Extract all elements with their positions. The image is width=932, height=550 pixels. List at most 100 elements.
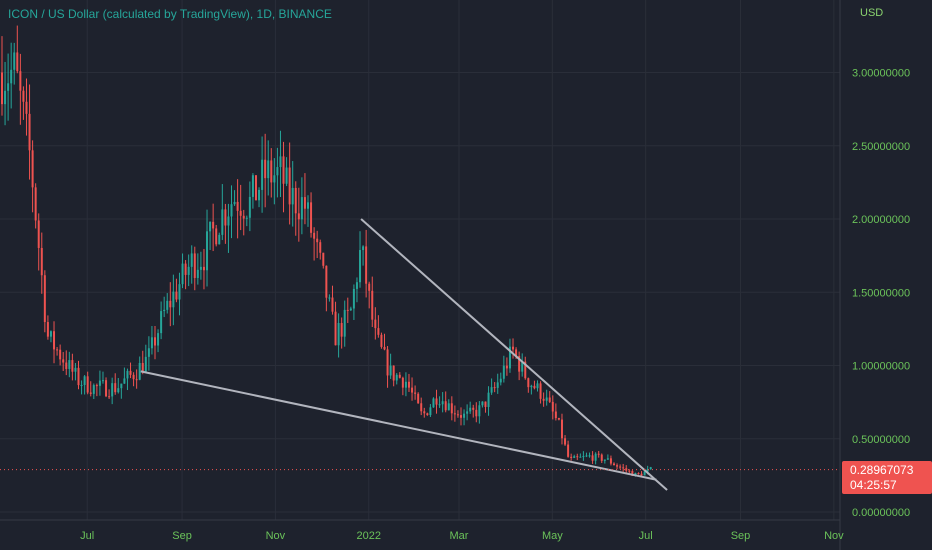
candle-body: [154, 337, 156, 346]
candle-body: [175, 291, 178, 300]
candle-body: [557, 418, 560, 420]
candle-body: [294, 187, 297, 214]
candle-body: [135, 379, 138, 381]
candle-body: [414, 392, 417, 394]
candle-body: [221, 209, 224, 235]
candle-body: [147, 348, 150, 357]
candle-body: [224, 209, 227, 226]
candle-body: [484, 401, 487, 407]
candle-body: [508, 346, 511, 369]
candle-body: [417, 393, 420, 404]
y-axis[interactable]: 3.00000000 2.50000000 2.00000000 1.50000000…: [852, 68, 910, 520]
candle-body: [463, 413, 466, 418]
candle-body: [209, 221, 212, 232]
candle-body: [346, 309, 349, 311]
candle-body: [606, 458, 609, 460]
candle-body: [258, 189, 261, 201]
candle-body: [25, 101, 28, 114]
candle-body: [481, 401, 484, 406]
candle-body: [371, 290, 374, 320]
candle-body: [212, 221, 215, 229]
candle-body: [303, 197, 306, 209]
candle-body: [548, 397, 551, 402]
x-tick-label: May: [542, 530, 563, 542]
candle-body: [444, 401, 447, 411]
candle-body: [285, 167, 288, 184]
candle-body: [101, 380, 104, 382]
candle-body: [206, 231, 209, 271]
candle-body: [190, 253, 193, 267]
candle-body: [579, 456, 582, 458]
candle-body: [123, 378, 126, 384]
candle-body: [380, 334, 383, 347]
candle-body: [368, 283, 371, 291]
candle-body: [68, 360, 71, 369]
candle-body: [261, 159, 264, 190]
candle-body: [80, 385, 83, 387]
candle-body: [144, 356, 147, 373]
candle-body: [239, 210, 242, 216]
candle-body: [126, 370, 129, 379]
candle-body: [383, 346, 386, 350]
candle-body: [377, 328, 380, 335]
candle-body: [111, 383, 114, 397]
candle-body: [199, 266, 202, 270]
candle-body: [597, 453, 600, 455]
candle-body: [603, 459, 606, 461]
candle-body: [420, 403, 423, 412]
x-tick-label: Nov: [266, 530, 286, 542]
candle-body: [527, 378, 530, 388]
candle-body: [279, 156, 282, 168]
symbol-title: ICON / US Dollar (calculated by TradingV…: [8, 7, 332, 21]
candle-body: [215, 228, 218, 245]
candle-body: [622, 467, 625, 469]
candle-body: [530, 385, 533, 388]
candle-body: [1, 72, 3, 105]
x-axis[interactable]: Jul Sep Nov 2022 Mar May Jul Sep Nov: [80, 530, 844, 542]
candle-body: [386, 349, 389, 376]
candle-body: [560, 419, 563, 439]
candle-body: [600, 454, 603, 461]
candle-body: [172, 291, 175, 308]
candle-body: [429, 407, 432, 416]
candle-body: [160, 311, 163, 334]
candle-body: [169, 300, 172, 308]
candle-body: [582, 455, 585, 457]
x-tick-label: Mar: [450, 530, 469, 542]
candle-body: [512, 346, 515, 350]
candle-body: [187, 266, 190, 275]
candle-body: [355, 282, 358, 289]
candle-body: [551, 401, 554, 412]
candle-body: [456, 414, 459, 416]
candle-body: [352, 288, 355, 309]
candle-body: [392, 365, 395, 381]
candle-body: [230, 204, 233, 217]
candle-body: [343, 309, 346, 337]
x-tick-label: Jul: [80, 530, 94, 542]
candle-body: [515, 349, 518, 357]
candle-body: [505, 365, 508, 369]
candle-body: [49, 331, 52, 337]
candle-body: [628, 470, 631, 472]
candle-body: [395, 374, 398, 381]
candle-body: [34, 187, 37, 221]
candle-body: [319, 242, 322, 253]
candle-body: [89, 392, 92, 394]
candle-body: [95, 385, 98, 387]
candle-body: [475, 409, 478, 417]
candle-body: [334, 311, 337, 346]
candle-body: [362, 246, 365, 251]
candle-body: [227, 216, 230, 226]
last-price-value: 0.28967073: [850, 463, 914, 477]
candle-body: [37, 220, 40, 248]
candle-body: [518, 356, 521, 372]
y-tick-label: 0.50000000: [852, 434, 910, 446]
trendline: [140, 370, 657, 481]
y-tick-label: 2.50000000: [852, 141, 910, 153]
candle-body: [196, 269, 199, 278]
candle-body: [120, 383, 123, 389]
candle-body: [7, 83, 10, 91]
candle-body: [349, 308, 352, 311]
